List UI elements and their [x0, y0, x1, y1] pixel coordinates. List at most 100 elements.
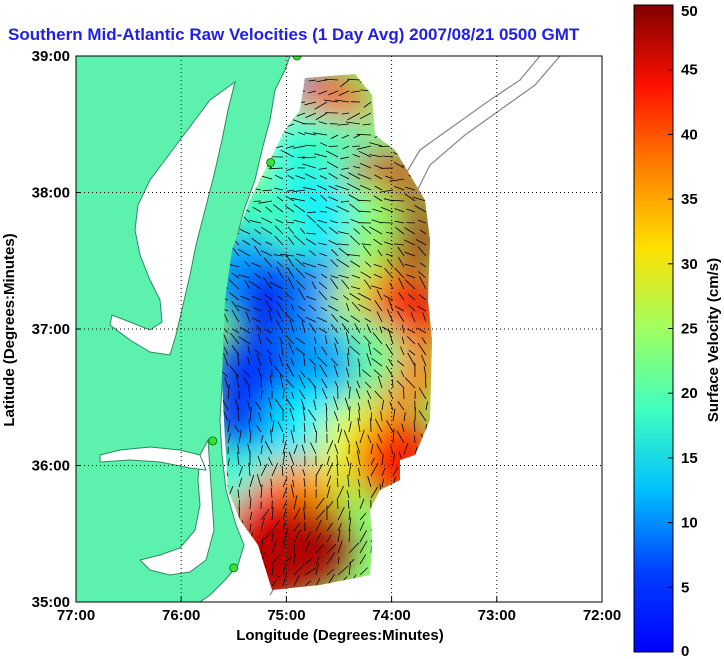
- velocity-vector: [403, 387, 405, 400]
- colorbar-tick-label: 30: [681, 256, 698, 273]
- velocity-vector: [351, 335, 361, 345]
- velocity-vector: [348, 510, 351, 521]
- velocity-vector: [371, 357, 383, 367]
- velocity-vector: [325, 420, 328, 433]
- velocity-vector: [369, 154, 383, 158]
- velocity-vector: [361, 225, 372, 235]
- velocity-vector: [381, 399, 385, 411]
- velocity-vector: [270, 487, 273, 499]
- velocity-vector: [316, 356, 328, 367]
- velocity-vector: [406, 208, 416, 213]
- velocity-vector: [352, 145, 361, 147]
- velocity-vector: [382, 326, 394, 334]
- velocity-vector: [346, 367, 350, 378]
- velocity-vector: [314, 153, 328, 158]
- velocity-vector: [248, 387, 251, 400]
- velocity-vector: [394, 208, 405, 213]
- velocity-vector: [357, 402, 361, 411]
- velocity-vector: [268, 397, 273, 411]
- velocity-vector: [260, 517, 265, 532]
- velocity-vector: [347, 380, 350, 389]
- velocity-vector: [295, 258, 306, 268]
- velocity-vector: [343, 430, 350, 444]
- colorbar-tick-label: 10: [681, 515, 698, 532]
- velocity-vector: [260, 484, 263, 499]
- velocity-vector: [296, 314, 306, 323]
- velocity-vector: [280, 149, 295, 158]
- velocity-vector: [353, 134, 361, 139]
- velocity-vector: [231, 300, 240, 312]
- velocity-vector: [404, 279, 416, 290]
- velocity-vector: [311, 281, 317, 290]
- colorbar: [633, 4, 674, 653]
- velocity-vector: [304, 580, 311, 587]
- velocity-vector: [342, 145, 350, 150]
- velocity-vector: [300, 228, 306, 235]
- colorbar-tick-label: 20: [681, 385, 698, 402]
- velocity-vector: [293, 563, 305, 576]
- velocity-vector: [305, 316, 317, 323]
- velocity-vector: [336, 454, 339, 466]
- velocity-vector: [359, 540, 368, 554]
- velocity-vector: [293, 145, 306, 149]
- velocity-vector: [285, 205, 295, 213]
- velocity-vector: [340, 200, 350, 203]
- velocity-vector: [303, 478, 306, 488]
- velocity-vector: [254, 229, 262, 235]
- velocity-vector: [258, 200, 273, 204]
- velocity-vector: [318, 281, 328, 290]
- velocity-vector: [304, 173, 317, 180]
- velocity-vector: [315, 509, 326, 521]
- velocity-vector: [359, 498, 365, 510]
- velocity-vector: [314, 366, 317, 378]
- velocity-vector: [359, 530, 367, 543]
- velocity-vector: [352, 154, 361, 158]
- velocity-vector: [260, 445, 263, 455]
- velocity-vector: [316, 184, 328, 191]
- velocity-vector: [328, 240, 339, 246]
- velocity-vector: [392, 428, 395, 444]
- velocity-vector: [244, 261, 251, 268]
- velocity-vector: [331, 249, 339, 257]
- station-marker-2: [208, 436, 218, 446]
- velocity-vector: [355, 441, 361, 455]
- velocity-vector: [397, 246, 405, 257]
- velocity-vector: [389, 199, 405, 202]
- velocity-vector: [242, 240, 251, 246]
- velocity-vector: [282, 477, 288, 488]
- velocity-vector: [347, 347, 350, 356]
- velocity-vector: [344, 397, 350, 411]
- velocity-vector: [341, 134, 350, 139]
- velocity-vector: [339, 173, 350, 180]
- velocity-vector: [338, 274, 350, 279]
- velocity-vector: [290, 358, 295, 367]
- velocity-vector: [372, 332, 383, 345]
- velocity-vector: [268, 167, 284, 170]
- velocity-vector: [331, 358, 339, 367]
- velocity-vector: [222, 399, 229, 411]
- colorbar-tick-label: 25: [681, 321, 698, 338]
- velocity-vector: [260, 435, 264, 444]
- velocity-vector: [353, 166, 361, 169]
- velocity-vector: [400, 370, 405, 378]
- velocity-vector: [267, 271, 273, 279]
- velocity-vector: [351, 90, 361, 93]
- velocity-vector: [265, 241, 273, 246]
- velocity-vector: [337, 507, 345, 521]
- velocity-vector: [337, 529, 341, 543]
- velocity-vector: [236, 452, 240, 466]
- velocity-vector: [407, 352, 416, 367]
- velocity-vector: [359, 567, 368, 576]
- velocity-vector: [302, 469, 306, 477]
- velocity-vector: [287, 226, 295, 235]
- velocity-vector: [260, 390, 263, 400]
- velocity-vector: [337, 123, 350, 126]
- velocity-vector: [381, 467, 386, 477]
- velocity-vector: [347, 112, 361, 121]
- colorbar-tick-label: 40: [681, 126, 698, 143]
- velocity-vector: [296, 112, 306, 117]
- velocity-vector: [357, 173, 372, 180]
- velocity-vector: [320, 142, 328, 147]
- velocity-vector: [317, 263, 328, 268]
- velocity-vector: [230, 332, 240, 345]
